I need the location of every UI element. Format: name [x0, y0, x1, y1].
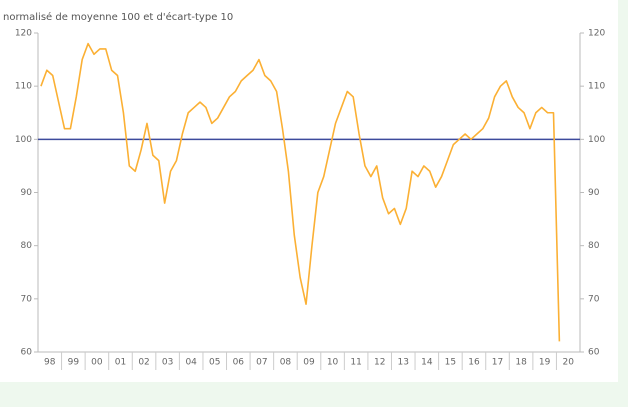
- x-tick-label: 99: [68, 358, 80, 368]
- x-tick-label: 12: [374, 358, 385, 368]
- x-tick-label: 08: [280, 358, 292, 368]
- x-tick-label: 09: [303, 358, 315, 368]
- y-tick-label: 110: [15, 82, 32, 92]
- x-tick-label: 04: [185, 358, 197, 368]
- x-tick-label: 11: [350, 358, 361, 368]
- y2-tick-label: 110: [588, 82, 605, 92]
- y2-tick-label: 100: [588, 135, 605, 145]
- x-tick-label: 01: [115, 358, 126, 368]
- y-tick-label: 100: [15, 135, 32, 145]
- x-tick-label: 03: [162, 358, 173, 368]
- x-tick-label: 13: [398, 358, 409, 368]
- x-tick-label: 07: [256, 358, 267, 368]
- x-tick-label: 20: [562, 358, 574, 368]
- x-tick-label: 19: [539, 358, 551, 368]
- y2-tick-label: 120: [588, 29, 605, 39]
- y-tick-label: 80: [21, 241, 33, 251]
- series-line: [40, 42, 561, 342]
- x-tick-label: 00: [91, 358, 103, 368]
- x-tick-label: 10: [327, 358, 339, 368]
- x-tick-label: 14: [421, 358, 433, 368]
- y-tick-label: 90: [21, 188, 33, 198]
- x-tick-label: 02: [138, 358, 149, 368]
- x-tick-label: 06: [233, 358, 245, 368]
- y2-tick-label: 90: [588, 188, 600, 198]
- chart-title: normalisé de moyenne 100 et d'écart-type…: [3, 11, 233, 23]
- x-tick-label: 98: [44, 358, 56, 368]
- y2-tick-label: 80: [588, 241, 600, 251]
- x-tick-label: 15: [445, 358, 456, 368]
- y-tick-label: 70: [21, 294, 33, 304]
- x-tick-label: 17: [492, 358, 503, 368]
- y-tick-label: 120: [15, 29, 32, 39]
- y2-tick-label: 60: [588, 348, 600, 358]
- chart-panel: [0, 0, 618, 382]
- x-tick-label: 16: [468, 358, 480, 368]
- y2-tick-label: 70: [588, 294, 600, 304]
- x-tick-label: 05: [209, 358, 220, 368]
- y-tick-label: 60: [21, 348, 33, 358]
- x-tick-label: 18: [515, 358, 527, 368]
